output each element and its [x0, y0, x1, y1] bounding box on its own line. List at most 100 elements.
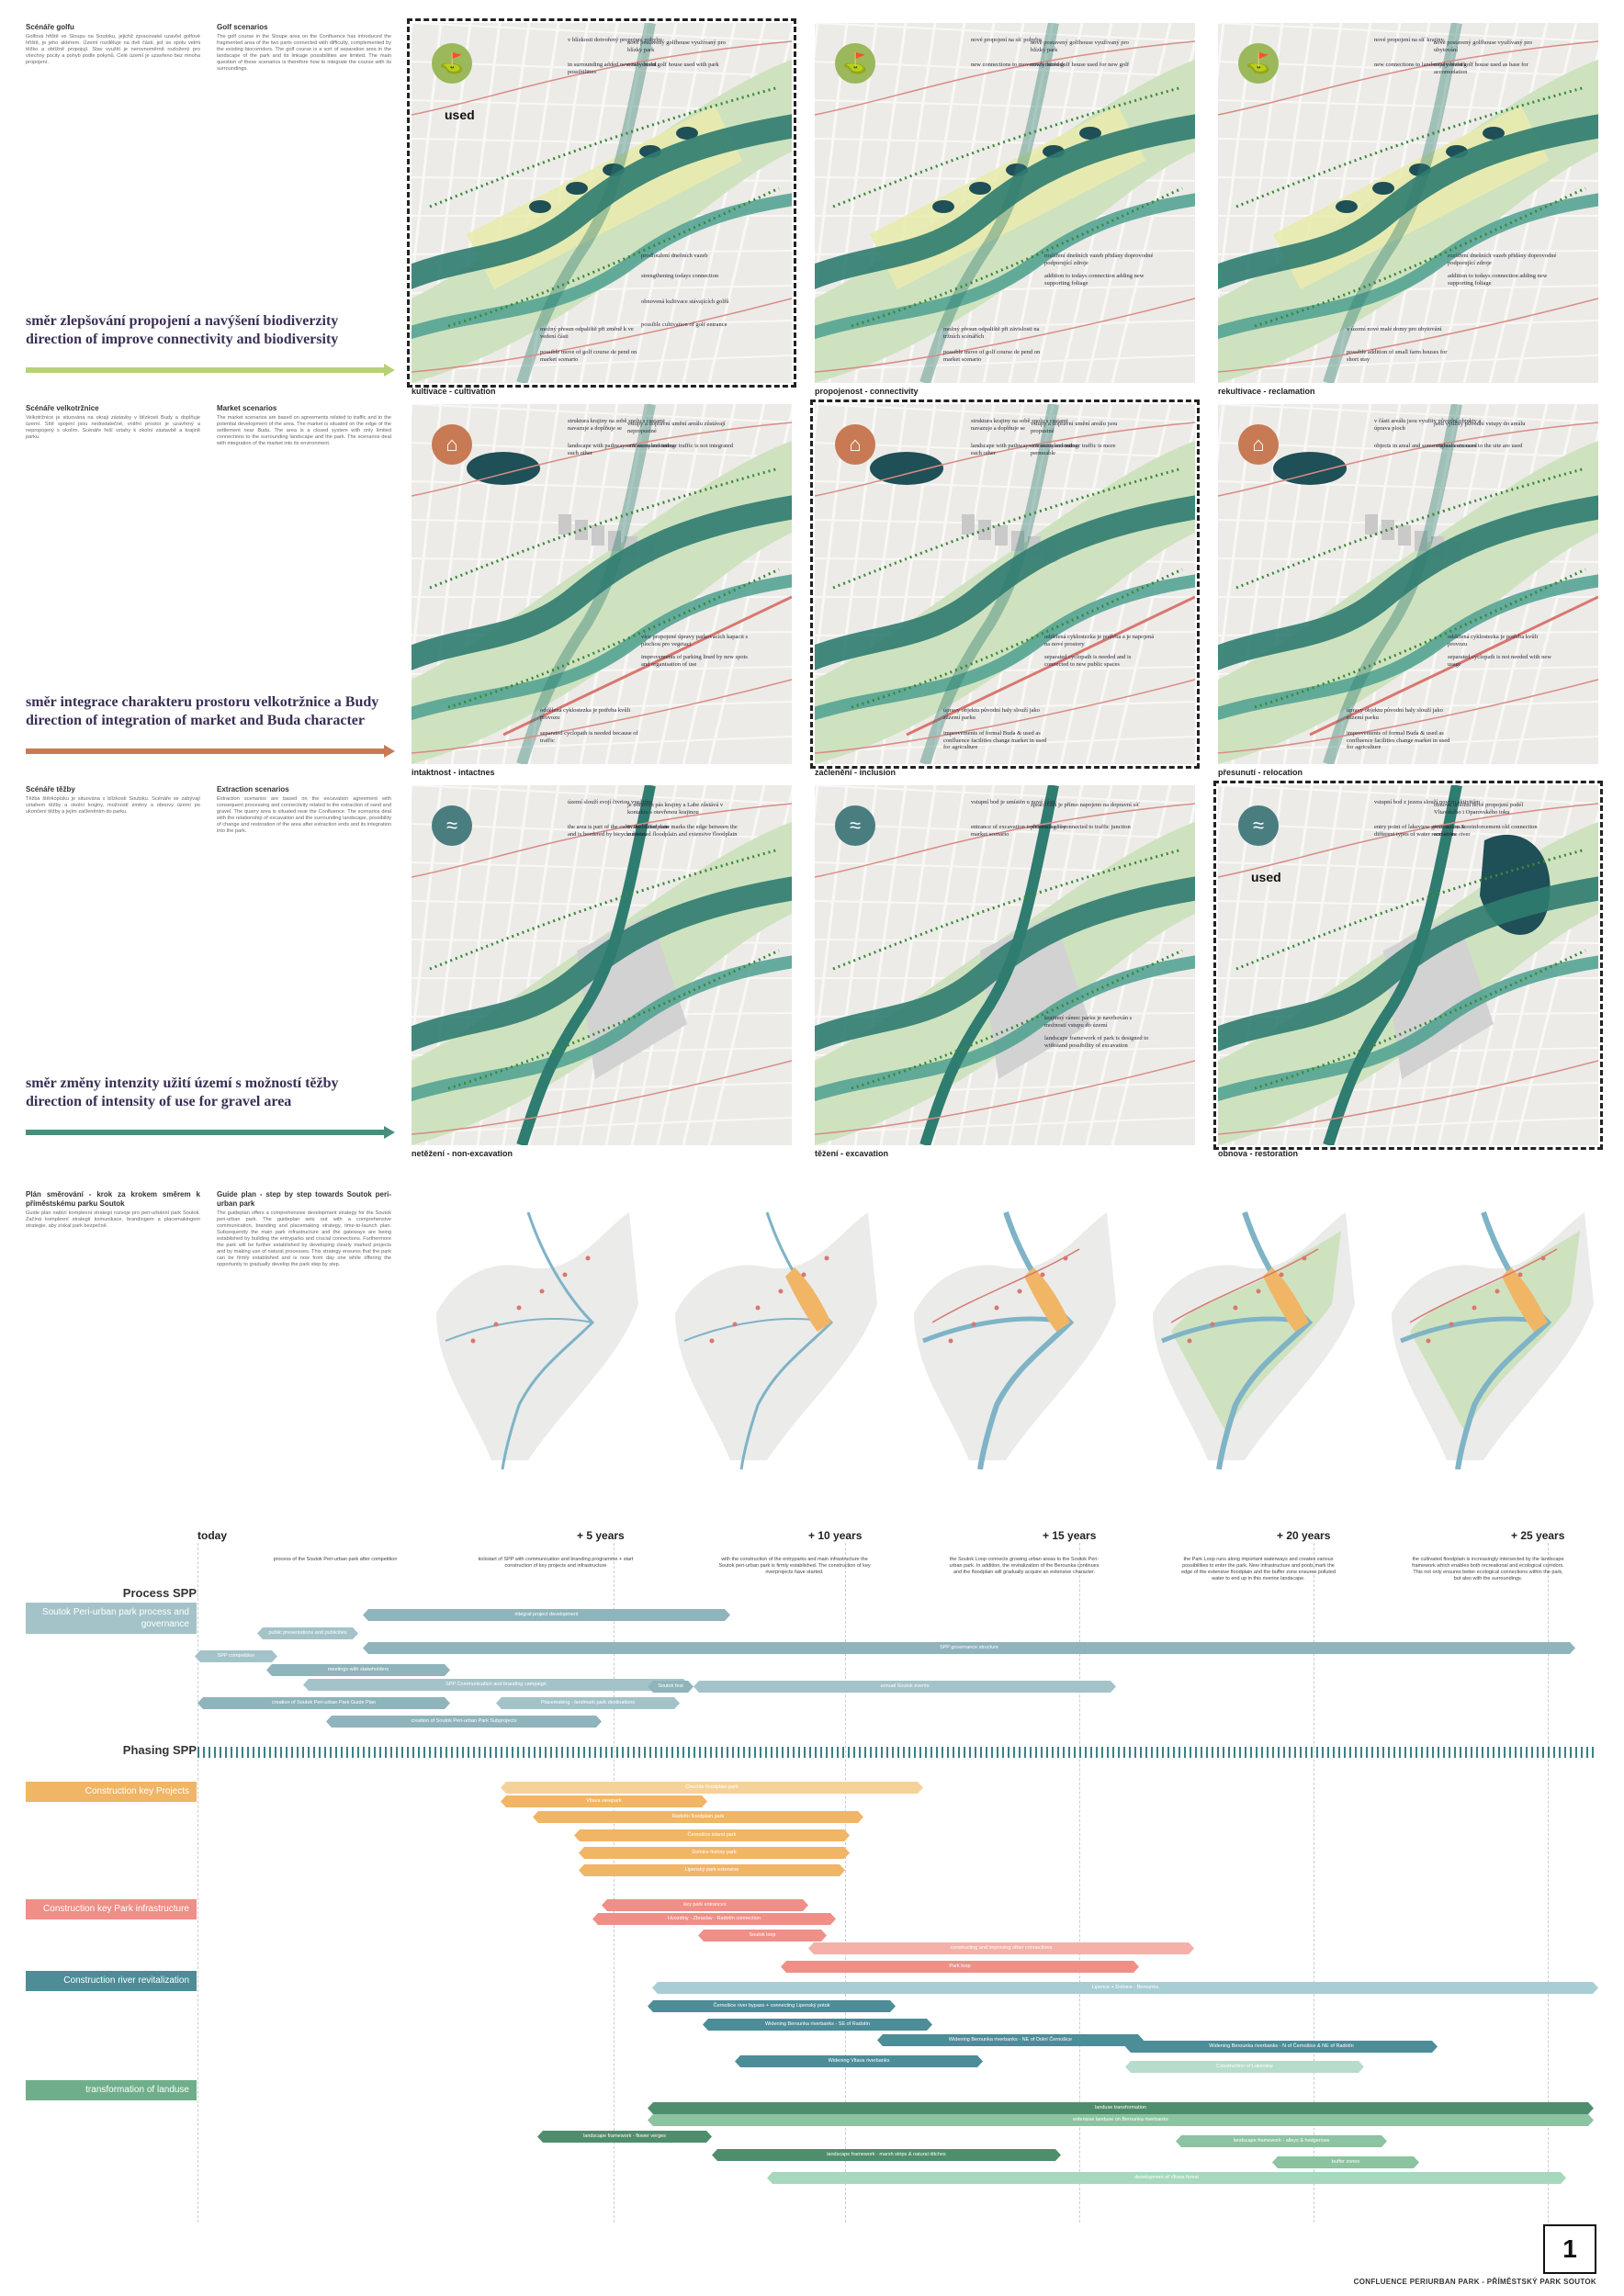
scenario-caption: kultivace - cultivation: [412, 387, 496, 396]
page-number-box: 1: [1543, 2224, 1596, 2274]
guide-step-map: [418, 1194, 648, 1470]
timeline-bar: Hvozdiny - Zbraslav - Radotín connection: [592, 1913, 836, 1925]
timeline-bar: Widening Berounka riverbanks - SE of Rad…: [703, 2019, 932, 2031]
map-annotation: zpracování je přímo napojeno na dopravní…: [1031, 802, 1140, 808]
scenario-icon: ≈: [835, 805, 875, 846]
direction-en: direction of intensity of use for gravel…: [26, 1094, 292, 1109]
year-marker: + 5 years: [577, 1529, 625, 1542]
scenario-map[interactable]: ⛳ nové propojení na síť krajiny new connec…: [1218, 23, 1598, 383]
section-heading-cz: Scénáře golfu: [26, 23, 74, 31]
map-annotation: nově postavený golfhouse využívaný pro b…: [627, 39, 726, 53]
map-annotation: oddělená cyklostezka je potřeba kvůli pr…: [1448, 634, 1539, 647]
guide-text-en: Guide plan - step by step towards Soutok…: [217, 1190, 391, 1267]
section-body-cz: Těžba štěrkopísku je situována v blízkos…: [26, 796, 200, 815]
timeline-bar: Vltava viewpark: [501, 1795, 707, 1807]
map-annotation: addition to todays connection adding new…: [1044, 273, 1145, 287]
year-gridline: [1079, 1543, 1080, 2223]
map-annotation: landscape framework of park is designed …: [1044, 1035, 1149, 1049]
year-note: process of the Soutok Peri-urban park af…: [273, 1557, 398, 1562]
section-body-cz: Velkotržnice je situována na okraji zást…: [26, 415, 200, 440]
scenario-map[interactable]: ⌂ v části areálu jsou využity původní obj…: [1218, 404, 1598, 764]
scenario-map[interactable]: ⛳ used v blízkosti dotvořený propojení poh…: [407, 18, 796, 388]
year-note: kickstart of SPP with communication and …: [478, 1557, 634, 1569]
timeline-bar: Chuchle floodplain park: [501, 1782, 923, 1794]
map-annotation: improvements of parking lined by new spo…: [641, 654, 748, 668]
map-annotation: vstupy a dopravní umění areálu jsou prop…: [1031, 421, 1118, 434]
map-annotation: entrances and indoor traffic is not inte…: [627, 443, 734, 449]
direction-en: direction of improve connectivity and bi…: [26, 332, 339, 347]
map-annotation: struktura krajiny na sobě spolu s cestam…: [971, 418, 1068, 432]
timeline-bar: landscape framework - alleys & hedgerows: [1176, 2135, 1387, 2147]
timeline-bar: Černošice river bypass + connecting Lipe…: [648, 2000, 896, 2012]
map-annotation: strengthening todays connection: [641, 273, 719, 279]
phasing-stripe: [197, 1747, 1594, 1758]
direction-arrow: [26, 745, 395, 758]
scenario-caption: přesunutí - relocation: [1218, 768, 1303, 777]
timeline-bar: creation of Soutok Peri-urban Park Guide…: [197, 1697, 450, 1709]
map-annotation: new connections to landscape network: [1374, 62, 1467, 68]
scenario-icon: ⌂: [835, 424, 875, 465]
map-annotation: území slouží svojí čtvrtou využitím: [568, 799, 653, 805]
map-annotation: v části areálu jsou využity původní obje…: [1374, 418, 1482, 432]
timeline-bar: Widening Berounka riverbanks - N of Čern…: [1125, 2041, 1438, 2053]
map-annotation: úpravy objektu původní haly slouží jako …: [1347, 707, 1443, 721]
section-body-en: The golf course in the Sloupe area on th…: [217, 34, 391, 72]
guide-step-map: [657, 1194, 886, 1470]
scenario-caption: propojenost - connectivity: [815, 387, 919, 396]
year-marker: + 25 years: [1511, 1529, 1565, 1542]
map-annotation: rozšíření dnešních vazeb přidány doprovo…: [1044, 253, 1154, 266]
map-annotation: oddělená cyklostezka je potřeba kvůli pr…: [540, 707, 631, 721]
map-annotation: nové propojení na síť pohybu: [971, 37, 1042, 43]
map-annotation: rozšíření dnešních vazeb přidány doprovo…: [1448, 253, 1557, 266]
map-annotation: landscape with pathways are complementin…: [971, 443, 1078, 456]
timeline-bar: Dolnice history park: [579, 1847, 850, 1859]
used-label: used: [1251, 870, 1281, 884]
section-text-en: Golf scenarios The golf course in the Slo…: [217, 23, 391, 298]
year-note: the Soutok Loop connects growing urban a…: [949, 1557, 1100, 1575]
timeline-category-label: Construction river revitalization: [26, 1971, 197, 1991]
direction-cz: směr integrace charakteru prostoru velko…: [26, 694, 379, 710]
guide-step-map: [1134, 1194, 1364, 1470]
timeline-category-label: Construction key Projects: [26, 1782, 197, 1802]
map-annotation: vstupní bod je umístěn u nové části: [971, 799, 1055, 805]
map-annotation: processing is connected to traffic junct…: [1031, 824, 1131, 830]
scenario-icon: ⛳: [835, 43, 875, 84]
direction-cz: směr zlepšování propojení a navýšení bio…: [26, 313, 339, 329]
timeline-bar: key park entrances: [602, 1899, 808, 1911]
direction-en: direction of integration of market and B…: [26, 713, 365, 728]
map-annotation: newly build golf house used with park: [627, 62, 719, 68]
scenario-map[interactable]: ≈ vstupní bod je umístěn u nové části entr…: [815, 785, 1195, 1145]
map-annotation: newly build golf house used for new golf: [1031, 62, 1130, 68]
map-annotation: objects in areal and some surfaces are u…: [1374, 443, 1477, 449]
timeline-bar: Placemaking - landmark park destinations: [496, 1697, 680, 1709]
direction-arrow: [26, 364, 395, 377]
section-body-en: Extraction scenarios are based on the ex…: [217, 796, 391, 834]
map-annotation: úpravy objektu původní haly slouží jako …: [943, 707, 1040, 721]
map-annotation: jsou využity původní vstupy do areálu: [1434, 421, 1526, 427]
timeline-bar: Construction of Lakeview: [1125, 2061, 1364, 2073]
timeline-bar: Radotín floodplain park: [533, 1811, 863, 1823]
timeline-bar: public presentations and publicities: [257, 1627, 358, 1639]
scenario-map[interactable]: ⛳ nové propojení na síť pohybu new connect…: [815, 23, 1195, 383]
page-number: 1: [1562, 2234, 1577, 2263]
timeline-bar: development of Vltava forest: [767, 2172, 1566, 2184]
scenario-map[interactable]: ⌂ struktura krajiny na sobě spolu s cesta…: [810, 400, 1200, 769]
year-note: the Park Loop runs along important water…: [1180, 1557, 1336, 1581]
direction-statement: směr integrace charakteru prostoru velko…: [26, 693, 393, 730]
scenario-map[interactable]: ≈ used vstupní bod z jezera slouží novým a…: [1213, 781, 1603, 1150]
map-annotation: struktura krajiny na sobě spolu s cestam…: [568, 418, 665, 432]
timeline-section-title: Phasing SPP: [122, 1743, 197, 1757]
section-text-cz: Scénáře těžby Těžba štěrkopísku je situov…: [26, 785, 200, 1061]
scenario-icon: ⛳: [432, 43, 472, 84]
map-annotation: possible move of golf course de pend on …: [943, 349, 1041, 363]
section-heading-en: Golf scenarios: [217, 23, 268, 31]
guide-step-map: [1373, 1194, 1603, 1470]
direction-statement: směr zlepšování propojení a navýšení bio…: [26, 312, 393, 349]
map-annotation: více propojené úpravy parkovacích kapaci…: [641, 634, 749, 647]
year-gridline: [197, 1543, 198, 2223]
map-annotation: oddělená cyklostezka je potřeba a je nap…: [1044, 634, 1155, 647]
map-annotation: nové propojení na síť krajiny: [1374, 37, 1444, 43]
map-annotation: landscape with pathways are complementin…: [568, 443, 675, 456]
scenario-map[interactable]: ⌂ struktura krajiny na sobě spolu s cesta…: [412, 404, 792, 764]
scenario-map[interactable]: ≈ území slouží svojí čtvrtou využitím the …: [412, 785, 792, 1145]
